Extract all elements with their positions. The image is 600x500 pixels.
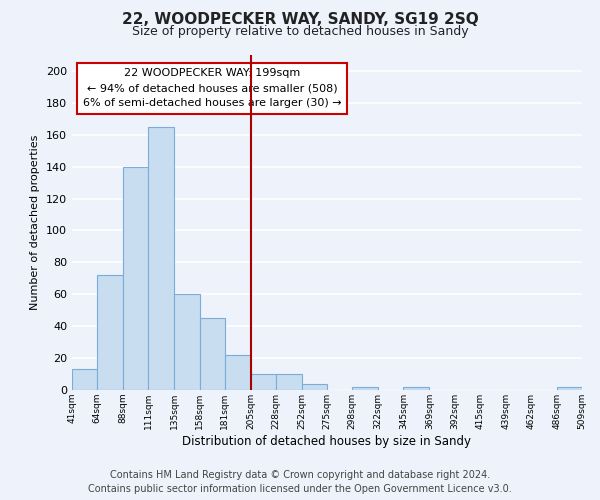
Bar: [403, 387, 430, 390]
Bar: [148, 127, 175, 390]
Text: 22 WOODPECKER WAY: 199sqm
← 94% of detached houses are smaller (508)
6% of semi-: 22 WOODPECKER WAY: 199sqm ← 94% of detac…: [83, 68, 341, 108]
Bar: [123, 166, 148, 390]
Bar: [224, 355, 251, 390]
Text: 22, WOODPECKER WAY, SANDY, SG19 2SQ: 22, WOODPECKER WAY, SANDY, SG19 2SQ: [122, 12, 478, 28]
Bar: [352, 387, 378, 390]
Bar: [557, 387, 582, 390]
Bar: [72, 370, 97, 390]
Text: Size of property relative to detached houses in Sandy: Size of property relative to detached ho…: [131, 25, 469, 38]
Bar: [302, 384, 327, 390]
Bar: [200, 318, 224, 390]
Bar: [276, 374, 302, 390]
Bar: [175, 294, 200, 390]
Bar: [251, 374, 276, 390]
X-axis label: Distribution of detached houses by size in Sandy: Distribution of detached houses by size …: [182, 434, 472, 448]
Text: Contains HM Land Registry data © Crown copyright and database right 2024.
Contai: Contains HM Land Registry data © Crown c…: [88, 470, 512, 494]
Bar: [97, 275, 123, 390]
Y-axis label: Number of detached properties: Number of detached properties: [31, 135, 40, 310]
